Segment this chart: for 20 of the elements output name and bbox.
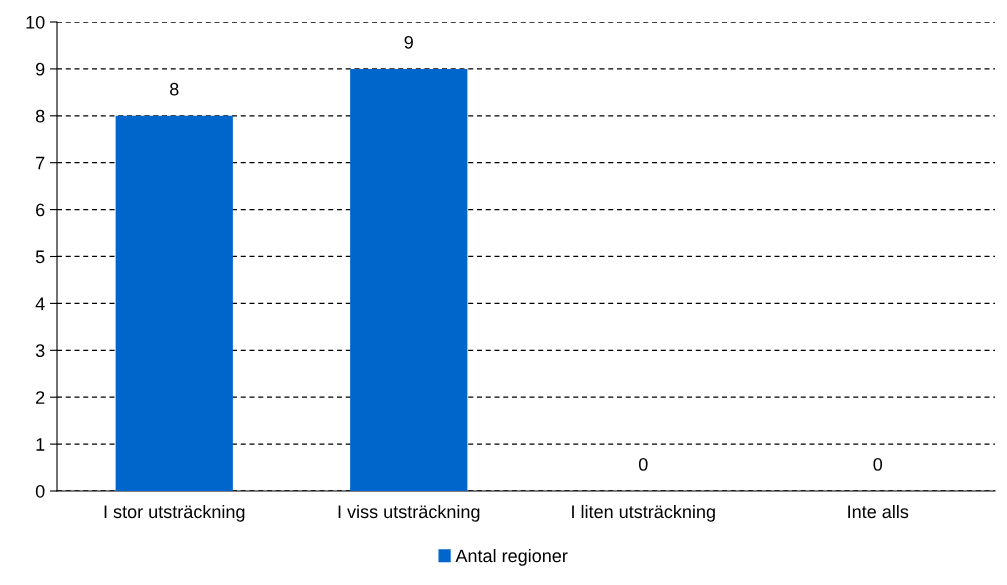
x-tick-label: Inte alls <box>848 504 909 519</box>
y-tick-label: 8 <box>35 109 45 123</box>
y-tick-label: 7 <box>36 156 45 170</box>
data-label: 8 <box>170 82 179 96</box>
data-label: 0 <box>873 457 883 471</box>
y-tick-label: 9 <box>36 62 45 76</box>
y-tick-label: 0 <box>35 484 45 498</box>
data-label: 9 <box>404 35 413 49</box>
y-tick-label: 10 <box>26 15 45 29</box>
x-tick-label: I liten utsträckning <box>572 504 715 522</box>
y-tick-label: 4 <box>35 297 45 310</box>
x-tick-label: I viss utsträckning <box>338 504 480 522</box>
y-tick-label: 3 <box>35 344 45 358</box>
data-label: 0 <box>638 457 648 471</box>
y-tick-label: 2 <box>36 391 45 404</box>
y-tick-label: 1 <box>36 438 45 451</box>
y-tick-label: 5 <box>35 250 45 264</box>
x-tick-label: I stor utsträckning <box>104 504 245 522</box>
y-tick-label: 6 <box>36 203 45 217</box>
legend-label: Antal regioner <box>455 548 568 566</box>
